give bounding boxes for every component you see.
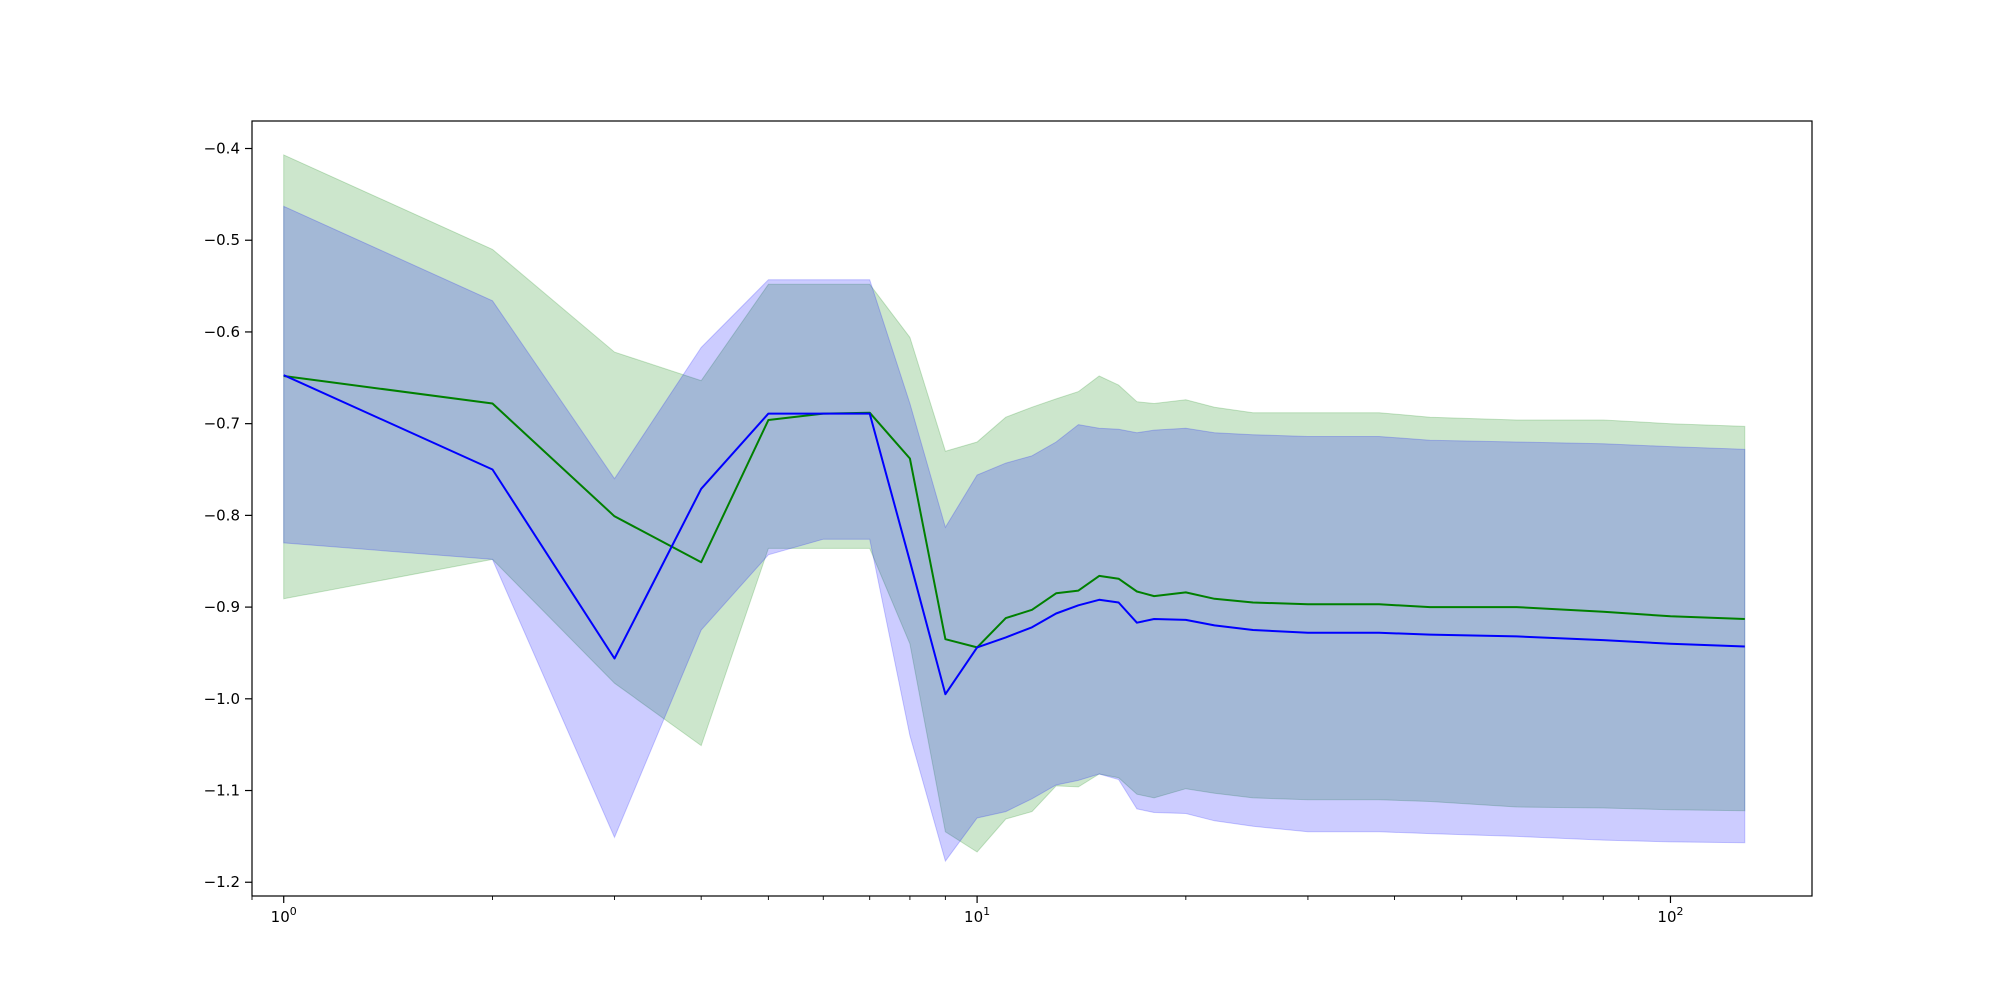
- x-tick-label: 102: [1657, 905, 1683, 926]
- series-lines: [283, 374, 1745, 696]
- plot-frame: [251, 120, 1813, 897]
- x-tick-label: 101: [964, 905, 990, 926]
- series-1-line: [283, 375, 1745, 649]
- y-tick-label: −0.9: [204, 598, 240, 616]
- y-tick-label: −0.7: [204, 415, 240, 433]
- x-tick-label: 100: [271, 905, 297, 926]
- x-axis: 100 101 102: [251, 896, 1684, 926]
- series-1-band: [283, 154, 1746, 853]
- y-tick-label: −0.4: [204, 140, 240, 158]
- confidence-bands: [283, 154, 1746, 863]
- y-tick-label: −1.1: [204, 782, 240, 800]
- y-tick-label: −1.2: [204, 873, 240, 891]
- y-tick-label: −0.6: [204, 323, 240, 341]
- series-2-band: [283, 205, 1746, 863]
- series-2-line: [283, 374, 1745, 696]
- y-axis: −0.4 −0.5 −0.6 −0.7 −0.8 −0.9 −1.0 −1.1 −1.2: [204, 140, 252, 891]
- y-tick-label: −0.5: [204, 231, 240, 249]
- y-tick-label: −1.0: [204, 690, 240, 708]
- y-tick-label: −0.8: [204, 506, 240, 524]
